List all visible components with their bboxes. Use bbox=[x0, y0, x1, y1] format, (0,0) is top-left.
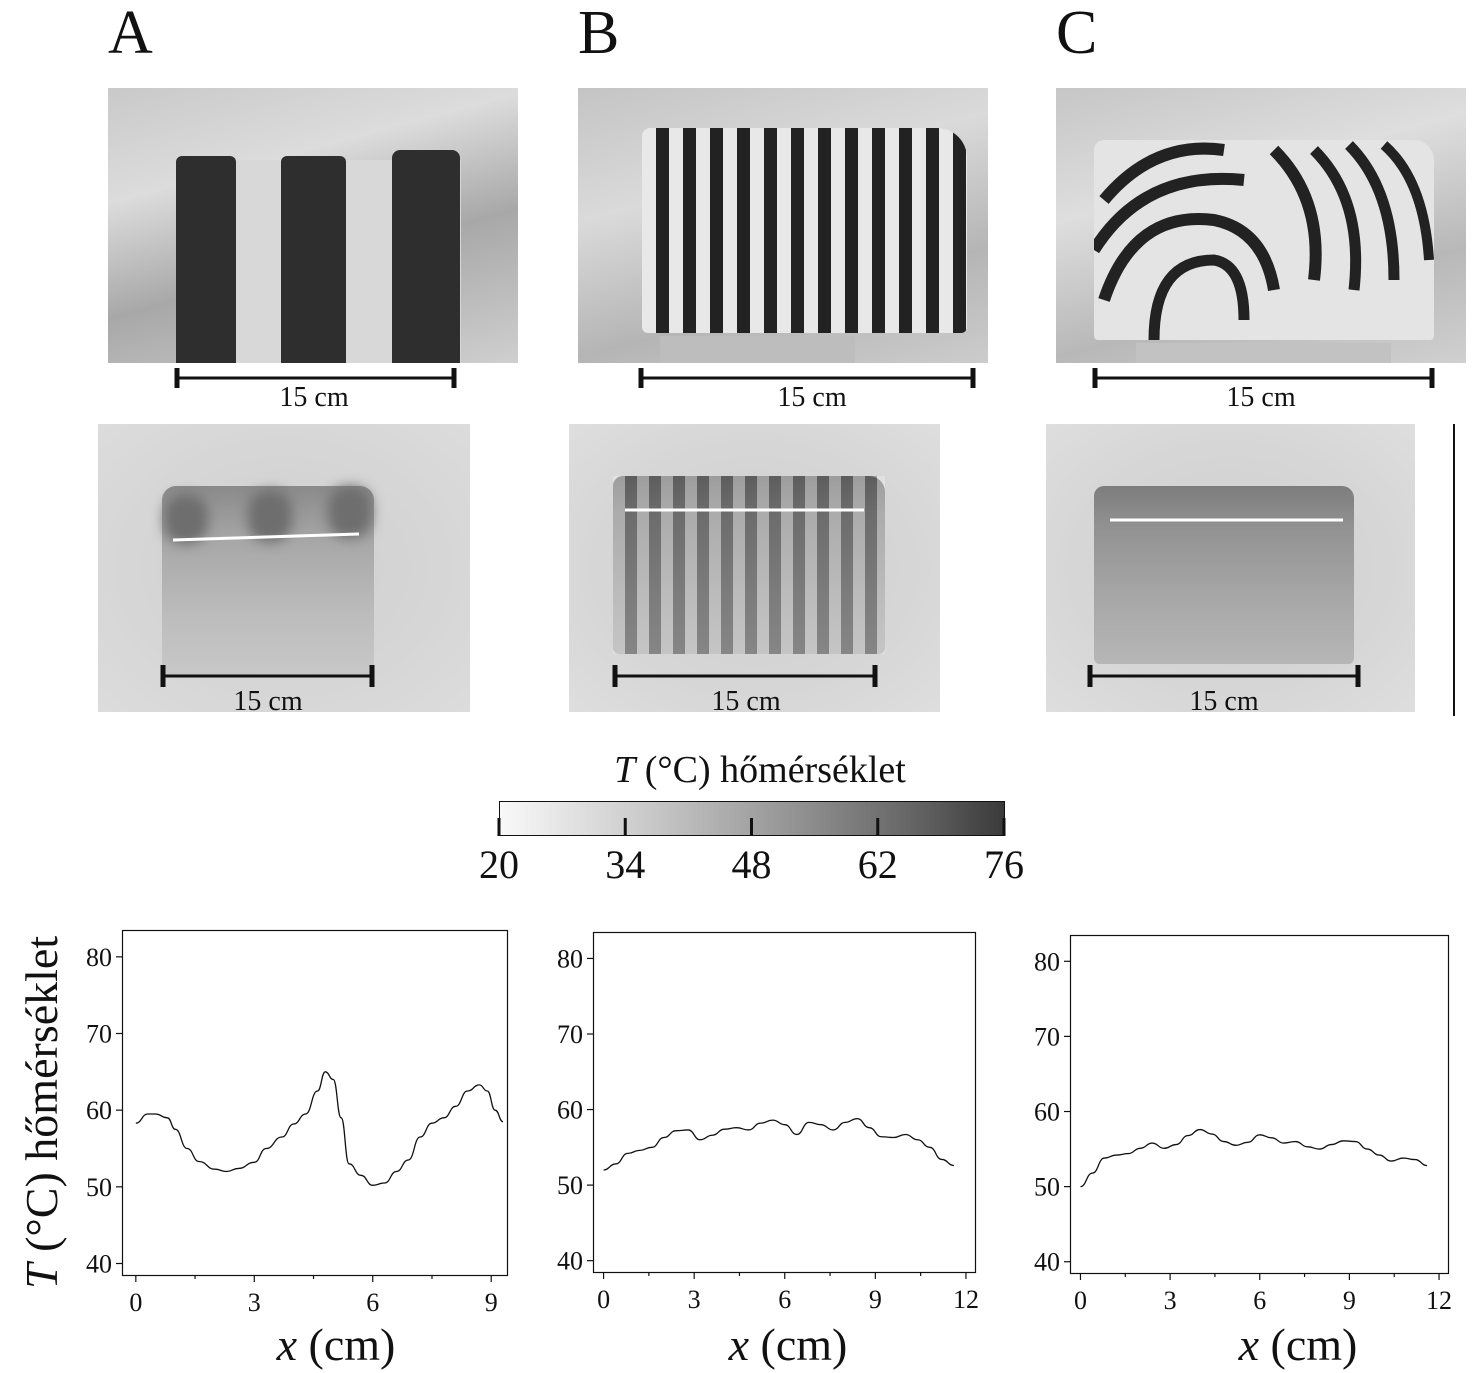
y-tick-label: 80 bbox=[86, 943, 112, 972]
photo-sample-a bbox=[108, 88, 518, 363]
thermal-c-sample bbox=[1094, 486, 1354, 664]
sample-a-stripe bbox=[281, 156, 346, 363]
colorbar-tick-label: 62 bbox=[858, 842, 898, 887]
thermal-a-hotspot bbox=[164, 494, 208, 544]
colorbar-tick-label: 20 bbox=[479, 842, 519, 887]
y-tick-label: 70 bbox=[86, 1020, 112, 1049]
sample-c-body bbox=[1094, 140, 1434, 340]
scale-bar-photo-a bbox=[174, 368, 1435, 388]
y-tick-label: 60 bbox=[1034, 1098, 1060, 1127]
separator-line bbox=[1453, 424, 1455, 716]
y-tick-label: 70 bbox=[1034, 1022, 1060, 1051]
x-tick-label: 6 bbox=[1253, 1286, 1266, 1315]
x-tick-label: 12 bbox=[953, 1285, 979, 1314]
colorbar-tick-label: 76 bbox=[984, 842, 1024, 887]
scale-bar-thermal bbox=[160, 665, 1361, 687]
thermal-image-a bbox=[98, 424, 470, 712]
x-tick-label: 0 bbox=[1074, 1286, 1087, 1315]
photo-sample-b bbox=[578, 88, 988, 363]
thermal-image-c bbox=[1046, 424, 1415, 712]
colorbar-tick-label: 48 bbox=[732, 842, 772, 887]
sample-a-stripe bbox=[392, 150, 460, 363]
temperature-series-line bbox=[135, 1071, 504, 1186]
y-tick-label: 50 bbox=[86, 1173, 112, 1202]
colorbar-title: T (°C) hőmérséklet bbox=[614, 749, 906, 791]
temperature-plot-b: 40 50 60 70 80 0 3 6 9 12 bbox=[557, 931, 979, 1314]
sample-b-body bbox=[642, 128, 967, 333]
sample-a-stripe bbox=[176, 156, 236, 363]
thermal-b-stripes bbox=[613, 476, 885, 654]
x-tick-label: 3 bbox=[688, 1285, 701, 1314]
thermal-b-sample bbox=[613, 476, 885, 654]
y-tick-label: 60 bbox=[86, 1096, 112, 1125]
scale-label-thermal-b: 15 cm bbox=[711, 686, 781, 717]
thermal-a-profile-line bbox=[172, 532, 360, 542]
y-tick-label: 40 bbox=[86, 1250, 112, 1279]
colorbar-ticks: 20 34 48 62 76 bbox=[479, 818, 1024, 887]
y-tick-label: 80 bbox=[557, 944, 583, 973]
y-tick-label: 40 bbox=[557, 1247, 583, 1276]
x-axis-label-a: x (cm) bbox=[276, 1319, 396, 1370]
temperature-series-line bbox=[603, 1117, 954, 1171]
plot-frame bbox=[1069, 934, 1450, 1275]
thermal-b-profile-line bbox=[625, 508, 864, 512]
x-axis-label-b: x (cm) bbox=[728, 1319, 848, 1370]
panel-letter-b: B bbox=[578, 0, 620, 67]
y-tick-label: 50 bbox=[1034, 1173, 1060, 1202]
plot-frame bbox=[592, 931, 977, 1274]
thermal-a-hotspot bbox=[248, 490, 292, 542]
x-tick-label: 9 bbox=[869, 1285, 882, 1314]
scale-label-photo-c: 15 cm bbox=[1226, 382, 1296, 413]
temperature-plot-c: 40 50 60 70 80 0 3 6 9 12 bbox=[1034, 934, 1452, 1315]
thermal-c-profile-line bbox=[1110, 518, 1343, 522]
y-tick-label: 70 bbox=[557, 1020, 583, 1049]
sample-c-stripes bbox=[1094, 141, 1434, 340]
panel-letter-a: A bbox=[108, 0, 153, 67]
x-tick-label: 0 bbox=[597, 1285, 610, 1314]
photo-sample-c bbox=[1056, 88, 1466, 363]
x-tick-label: 12 bbox=[1426, 1286, 1452, 1315]
x-tick-label: 6 bbox=[366, 1288, 379, 1317]
x-tick-label: 9 bbox=[485, 1288, 498, 1317]
scale-label-thermal-a: 15 cm bbox=[233, 686, 303, 717]
temperature-plot-a: 40 50 60 70 80 0 3 6 9 bbox=[86, 929, 509, 1317]
y-tick-label: 60 bbox=[557, 1096, 583, 1125]
temperature-series-line bbox=[1080, 1128, 1428, 1188]
x-tick-label: 6 bbox=[778, 1285, 791, 1314]
plot-frame bbox=[121, 929, 509, 1277]
scale-label-thermal-c: 15 cm bbox=[1189, 686, 1259, 717]
colorbar-tick-label: 34 bbox=[605, 842, 645, 887]
x-tick-label: 3 bbox=[248, 1288, 261, 1317]
sample-c-foil bbox=[1136, 343, 1391, 363]
x-tick-label: 3 bbox=[1164, 1286, 1177, 1315]
y-tick-label: 80 bbox=[1034, 947, 1060, 976]
thermal-image-b bbox=[569, 424, 940, 712]
y-tick-label: 50 bbox=[557, 1171, 583, 1200]
sample-b-foil bbox=[660, 336, 855, 363]
x-tick-label: 9 bbox=[1343, 1286, 1356, 1315]
scale-label-photo-b: 15 cm bbox=[777, 382, 847, 413]
x-axis-label-c: x (cm) bbox=[1238, 1319, 1358, 1370]
thermal-a-hotspot bbox=[328, 486, 372, 538]
x-tick-label: 0 bbox=[129, 1288, 142, 1317]
panel-letter-c: C bbox=[1056, 0, 1098, 67]
scale-label-photo-a: 15 cm bbox=[279, 382, 349, 413]
y-axis-label: T (°C) hőmérséklet bbox=[16, 935, 67, 1289]
y-tick-label: 40 bbox=[1034, 1248, 1060, 1277]
